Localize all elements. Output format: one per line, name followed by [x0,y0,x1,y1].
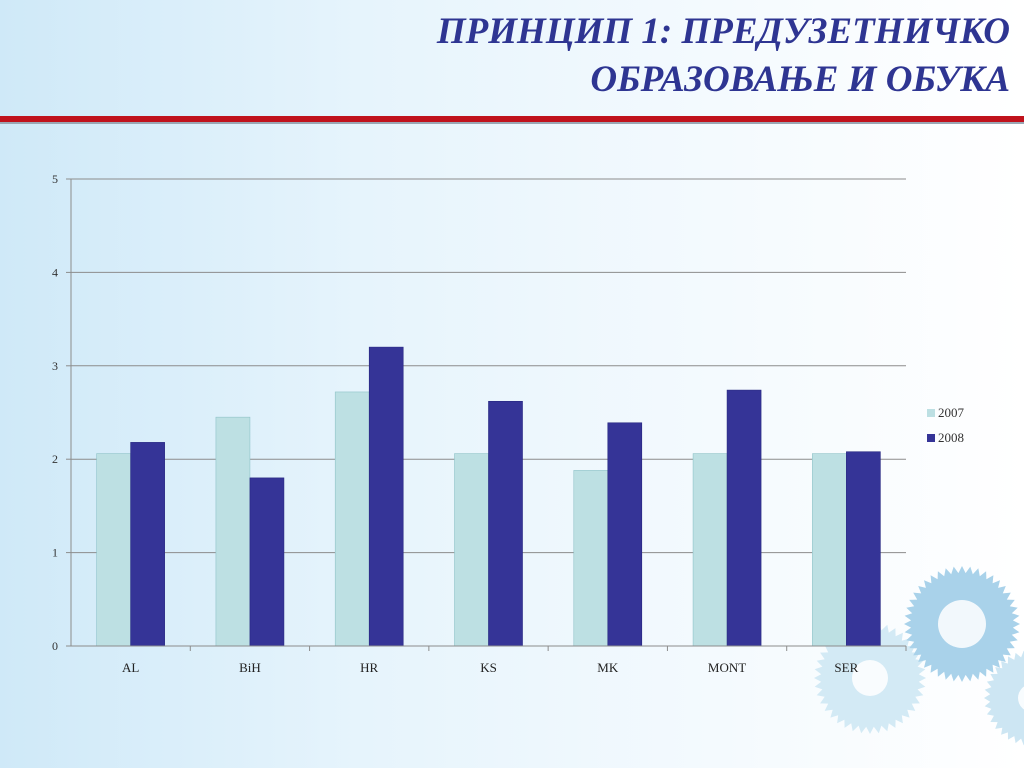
bar-2007-hr [334,391,370,647]
bar-2007-al [96,453,131,647]
legend-swatch-2007 [927,409,935,417]
y-tick-label: 3 [52,359,58,373]
y-tick-label: 2 [52,452,58,466]
title-divider-red [0,116,1024,122]
bar-2008-hr [368,346,404,647]
gear-hub [852,660,888,696]
x-tick-label: MK [597,660,619,675]
slide-title-line-2: ОБРАЗОВАЊЕ И ОБУКА [590,59,1010,100]
bar-2007-mont [692,453,728,647]
bar-2008-bih [249,477,285,647]
slide-title: ПРИНЦИП 1: ПРЕДУЗЕТНИЧКО ОБРАЗОВАЊЕ И ОБ… [110,8,1010,104]
legend-swatch-2008 [927,434,935,442]
chart-labels: 0 1 2 3 4 5 AL BiH HR KS MK MONT SER [52,172,859,675]
y-tick-label: 4 [52,265,58,279]
x-tick-label: HR [360,660,378,675]
x-tick-label: BiH [239,660,261,675]
legend-label-2008: 2008 [938,430,964,445]
x-tick-label: MONT [708,660,746,675]
title-divider-grey [0,122,1024,124]
bar-2007-bih [215,416,251,647]
bar-2007-ks [454,453,489,647]
bar-2008-mk [607,422,643,647]
gear-hub [938,600,986,648]
chart-legend: 2007 2008 [927,405,965,445]
gear-shape [984,650,1024,746]
x-tick-label: AL [122,660,139,675]
x-tick-label: KS [480,660,497,675]
bar-2008-al [130,442,165,647]
y-tick-label: 1 [52,546,58,560]
x-tick-label: SER [834,660,858,675]
gears-decoration-icon [814,566,1024,746]
gear-hub [1018,686,1024,710]
bar-2008-mont [726,389,762,647]
y-tick-label: 5 [52,172,58,186]
y-tick-label: 0 [52,639,58,653]
bar-2008-ser [846,451,881,647]
bar-2007-ser [812,453,847,647]
bar-2007-mk [573,470,609,647]
legend-label-2007: 2007 [938,405,965,420]
bar-2008-ks [488,400,523,647]
chart-bars [96,346,881,647]
slide-title-line-1: ПРИНЦИП 1: ПРЕДУЗЕТНИЧКО [436,11,1010,52]
chart-axes [66,178,907,651]
